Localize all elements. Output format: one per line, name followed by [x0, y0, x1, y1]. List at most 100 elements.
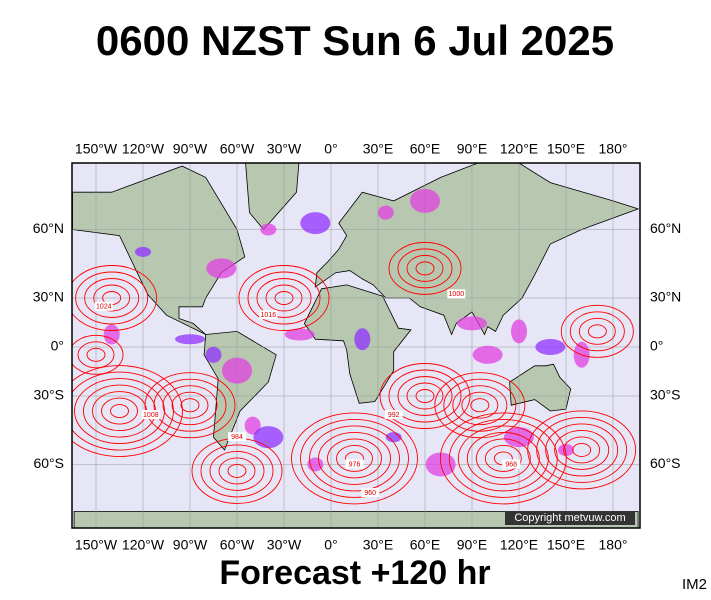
- isobar: [200, 444, 274, 498]
- precip: [205, 346, 222, 363]
- land: [509, 363, 572, 412]
- lon-label: 30°W: [267, 537, 302, 553]
- isobar-label: 1008: [143, 412, 159, 419]
- isobar-label: 1016: [261, 312, 277, 319]
- precip: [253, 426, 284, 449]
- lon-label: 150°W: [75, 537, 118, 553]
- isobar: [162, 385, 218, 426]
- lon-label: 180°: [599, 141, 628, 157]
- image-id: IM2: [682, 576, 707, 593]
- land: [203, 330, 277, 451]
- lon-label: 30°E: [363, 141, 394, 157]
- precip: [535, 339, 566, 355]
- precip: [175, 334, 205, 345]
- isobar: [336, 444, 373, 472]
- isobar: [180, 398, 200, 413]
- precip: [472, 345, 503, 364]
- lat-label: 60°S: [650, 455, 681, 471]
- precip: [244, 416, 261, 435]
- lon-label: 150°E: [547, 537, 585, 553]
- isobar: [406, 254, 444, 282]
- precip: [558, 443, 574, 456]
- isobar: [72, 265, 158, 331]
- isobar-label-bg: [502, 459, 521, 469]
- land: [245, 163, 300, 231]
- title: 0600 NZST Sun 6 Jul 2025: [96, 17, 614, 64]
- isobar: [560, 304, 634, 358]
- lon-label: 90°W: [173, 537, 208, 553]
- isobar: [475, 438, 531, 479]
- isobar: [554, 430, 610, 470]
- lon-label: 150°W: [75, 141, 118, 157]
- isobar: [72, 365, 183, 457]
- isobar: [452, 385, 508, 426]
- lat-label: 30°N: [33, 289, 64, 305]
- precip: [135, 246, 151, 257]
- lat-label: 30°S: [33, 387, 64, 403]
- isobar: [77, 341, 115, 369]
- lon-label: 180°: [599, 537, 628, 553]
- lon-label: 150°E: [547, 141, 585, 157]
- isobar: [484, 444, 522, 472]
- precip: [511, 319, 527, 344]
- isobar: [327, 438, 382, 479]
- lon-label: 120°W: [122, 141, 165, 157]
- isobar: [545, 423, 619, 477]
- isobar: [171, 391, 209, 419]
- isobar: [318, 431, 391, 485]
- precip: [504, 427, 534, 448]
- isobar: [461, 391, 499, 419]
- land: [73, 510, 639, 528]
- isobar: [238, 265, 330, 331]
- isobar-label-bg: [259, 310, 278, 320]
- lon-label: 30°W: [267, 141, 302, 157]
- isobar: [388, 241, 462, 295]
- lon-label: 90°W: [173, 141, 208, 157]
- lon-label: 60°E: [410, 141, 441, 157]
- lat-label: 30°N: [650, 289, 681, 305]
- lat-label: 0°: [650, 338, 663, 354]
- isobar: [209, 450, 265, 491]
- isobar: [153, 378, 227, 432]
- isobar-label-bg: [345, 459, 364, 469]
- isobar: [101, 397, 138, 425]
- isobar: [86, 347, 106, 362]
- precip: [377, 205, 394, 220]
- isobar: [75, 271, 149, 325]
- isobar: [144, 372, 236, 439]
- precip: [260, 223, 277, 236]
- isobar: [466, 431, 540, 485]
- isobar: [536, 417, 628, 483]
- lon-label: 60°W: [220, 141, 255, 157]
- isobar-label-bg: [447, 289, 466, 299]
- isobar-label: 960: [364, 490, 376, 497]
- lon-label: 120°E: [500, 141, 538, 157]
- isobar-label-bg: [141, 410, 160, 420]
- lon-label: 120°E: [500, 537, 538, 553]
- isobar: [227, 463, 247, 478]
- map-frame: [71, 162, 641, 529]
- precip: [457, 316, 487, 331]
- isobar-label: 968: [505, 461, 517, 468]
- precip: [103, 324, 120, 345]
- lon-label: 30°E: [363, 537, 394, 553]
- isobar-label-bg: [384, 410, 403, 420]
- lon-label: 0°: [324, 537, 337, 553]
- lon-label: 60°W: [220, 537, 255, 553]
- footer-title: Forecast +120 hr: [219, 554, 490, 592]
- isobar: [265, 284, 303, 312]
- isobar: [434, 372, 526, 439]
- isobar: [93, 284, 131, 312]
- isobar: [443, 378, 517, 432]
- isobar: [457, 425, 549, 492]
- isobar: [274, 291, 294, 305]
- map-layers: 1024 1016 1008 1000 992 984 976 968 960: [72, 163, 640, 528]
- lon-label: 90°E: [457, 537, 488, 553]
- isobar: [110, 404, 129, 418]
- isobar: [415, 389, 435, 403]
- isobar: [247, 271, 321, 325]
- isobar: [72, 334, 124, 375]
- lon-label: 60°E: [410, 537, 441, 553]
- isobar: [309, 425, 400, 492]
